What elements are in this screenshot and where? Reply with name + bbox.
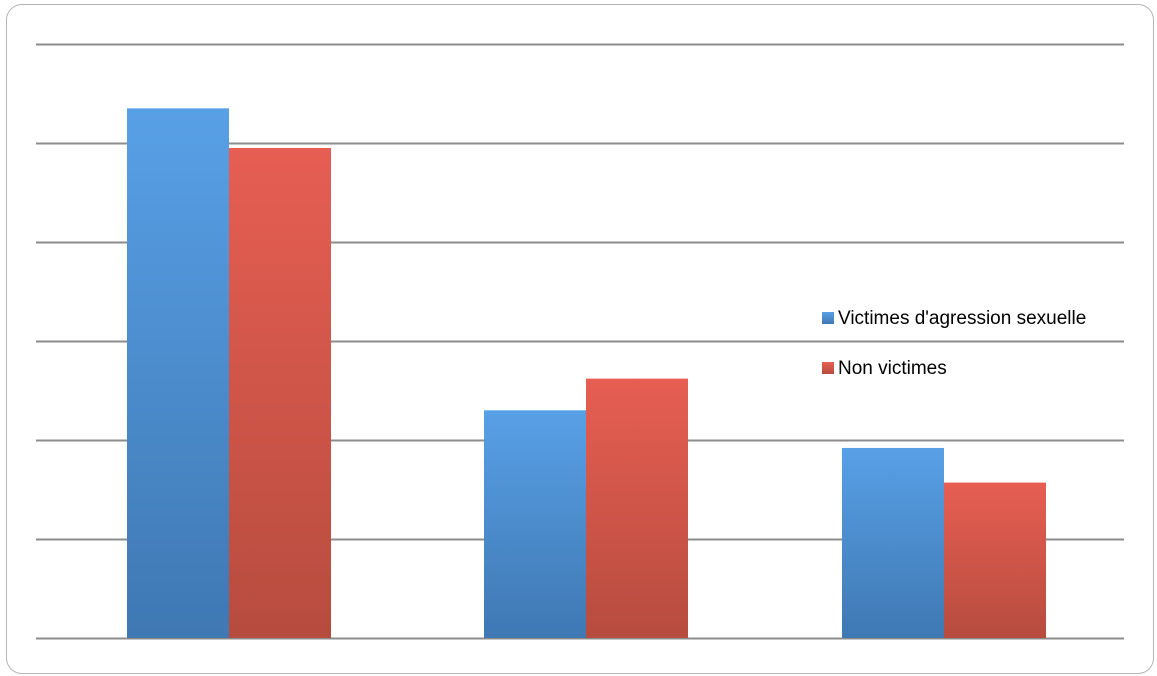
legend-label-1: Non victimes	[838, 358, 947, 379]
legend-swatch-0	[822, 312, 834, 324]
bar-series0-cat1	[484, 410, 586, 638]
bar-series1-cat2	[944, 482, 1046, 638]
bar-series1-cat0	[229, 147, 331, 638]
bar-series0-cat2	[842, 447, 944, 638]
bar-series0-cat0	[127, 108, 229, 639]
legend: Victimes d'agression sexuelle Non victime…	[822, 308, 1086, 379]
legend-label-0: Victimes d'agression sexuelle	[838, 308, 1086, 329]
legend-swatch-1	[822, 362, 834, 374]
bars	[127, 108, 1046, 639]
bar-series1-cat1	[586, 378, 688, 638]
